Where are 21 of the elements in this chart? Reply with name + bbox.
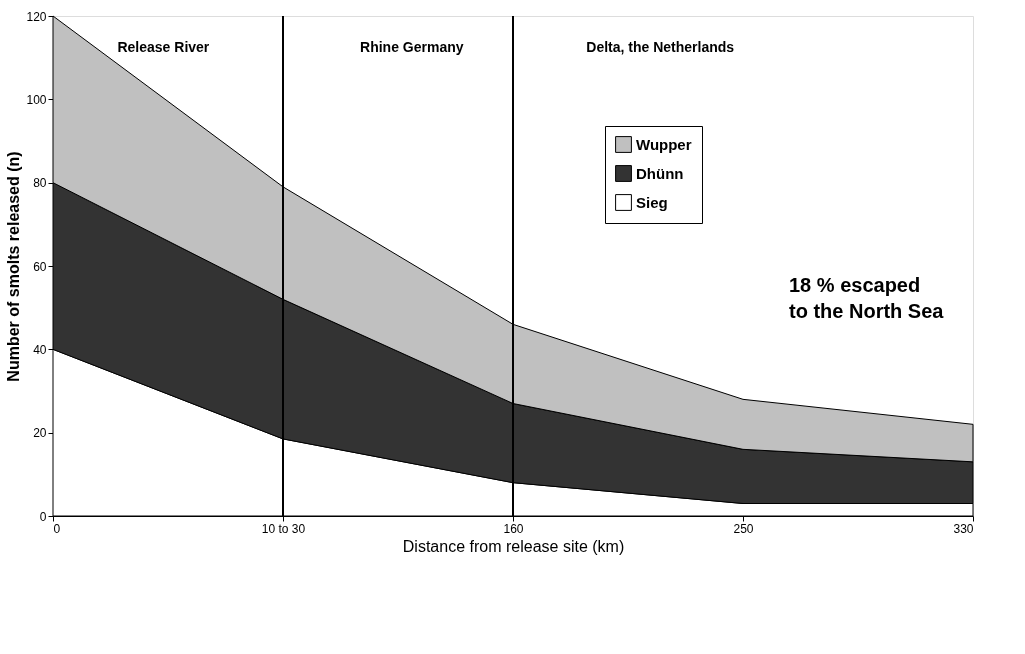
annotation: 18 % escaped to the North Sea xyxy=(789,274,945,322)
y-axis-title: Number of smolts released (n) xyxy=(5,151,23,382)
y-tick-label: 20 xyxy=(33,426,47,441)
legend-label: Wupper xyxy=(636,135,692,153)
y-tick-label: 60 xyxy=(33,259,47,274)
y-tick-label: 40 xyxy=(33,342,47,357)
y-tick-label: 120 xyxy=(26,9,47,24)
annotation: Release River xyxy=(117,39,210,55)
legend-label: Dhünn xyxy=(636,164,684,182)
annotation: Delta, the Netherlands xyxy=(586,39,735,55)
y-tick-label: 100 xyxy=(26,92,47,107)
x-tick-label: 0 xyxy=(53,521,61,536)
y-tick-label: 80 xyxy=(33,176,47,191)
x-tick-label: 250 xyxy=(733,521,754,536)
x-tick-label: 160 xyxy=(503,521,524,536)
annotation: Rhine Germany xyxy=(360,39,464,55)
y-tick-label: 0 xyxy=(39,509,47,524)
x-tick-label: 330 xyxy=(953,521,974,536)
x-axis-title: Distance from release site (km) xyxy=(402,537,625,555)
legend-label: Sieg xyxy=(636,193,668,211)
x-tick-label: 10 to 30 xyxy=(261,521,306,536)
